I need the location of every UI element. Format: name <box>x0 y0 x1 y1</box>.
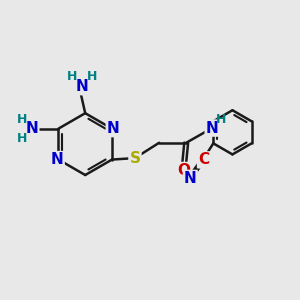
Text: N: N <box>26 121 38 136</box>
Text: O: O <box>177 163 190 178</box>
Text: S: S <box>130 151 140 166</box>
Text: C: C <box>198 152 209 167</box>
Text: N: N <box>76 79 89 94</box>
Text: H: H <box>86 70 97 83</box>
Text: N: N <box>107 121 119 136</box>
Text: N: N <box>206 121 218 136</box>
Text: H: H <box>17 132 28 145</box>
Text: H: H <box>17 113 28 126</box>
Text: H: H <box>216 113 226 126</box>
Text: H: H <box>67 70 77 83</box>
Text: N: N <box>51 152 64 167</box>
Text: N: N <box>184 171 197 186</box>
